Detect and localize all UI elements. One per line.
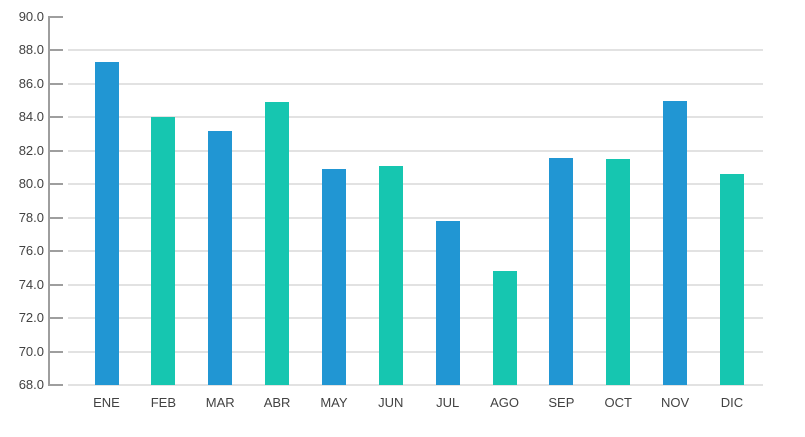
bar-nov <box>663 100 688 385</box>
x-axis-label: ENE <box>93 395 120 410</box>
y-axis-tick <box>48 384 63 386</box>
x-axis-label: SEP <box>548 395 575 410</box>
y-axis-label: 70.0 <box>18 343 44 359</box>
y-axis-tick <box>48 49 63 52</box>
y-axis-line <box>48 16 50 386</box>
y-axis-tick <box>48 16 63 18</box>
y-axis-label: 68.0 <box>18 377 44 392</box>
gridline <box>68 250 763 253</box>
bar-jul <box>435 221 460 385</box>
bar-oct <box>606 159 631 385</box>
x-axis-label: JUL <box>436 395 460 410</box>
x-axis-label: FEB <box>150 395 176 410</box>
bar-ago <box>492 271 517 385</box>
y-axis-tick <box>48 350 63 353</box>
x-axis-label: ABR <box>263 395 291 410</box>
y-axis-tick <box>48 216 63 219</box>
gridline <box>68 49 763 52</box>
gridline <box>68 149 763 152</box>
y-axis-label: 84.0 <box>18 109 44 125</box>
y-axis-tick <box>48 283 63 286</box>
y-axis-tick <box>48 317 63 320</box>
gridline <box>68 350 763 353</box>
y-axis-label: 80.0 <box>18 176 44 192</box>
y-axis-label: 74.0 <box>18 276 44 292</box>
bar-dic <box>719 174 744 385</box>
gridline <box>68 384 763 386</box>
x-axis-label: MAR <box>205 395 235 410</box>
y-axis-label: 76.0 <box>18 243 44 259</box>
x-axis-label: DIC <box>720 395 744 410</box>
y-axis-tick <box>48 82 63 85</box>
y-axis-label: 86.0 <box>18 75 44 91</box>
bar-feb <box>151 117 176 385</box>
x-axis-label: MAY <box>320 395 348 410</box>
bar-abr <box>265 102 290 385</box>
x-axis-label: AGO <box>490 395 519 410</box>
x-axis-label: JUN <box>378 395 404 410</box>
gridline <box>68 82 763 85</box>
gridline <box>68 283 763 286</box>
y-axis-label: 72.0 <box>18 310 44 326</box>
y-axis-label: 82.0 <box>18 142 44 158</box>
gridline <box>68 116 763 119</box>
gridline <box>68 317 763 320</box>
y-axis-label: 88.0 <box>18 42 44 58</box>
x-axis-label: NOV <box>661 395 690 410</box>
bar-jun <box>378 165 403 385</box>
bar-may <box>321 169 346 385</box>
bar-mar <box>208 130 233 385</box>
y-axis-tick <box>48 183 63 186</box>
y-axis-tick <box>48 116 63 119</box>
y-axis-tick <box>48 149 63 152</box>
gridline <box>68 183 763 186</box>
y-axis-tick <box>48 250 63 253</box>
y-axis-label: 78.0 <box>18 209 44 225</box>
x-axis-label: OCT <box>604 395 632 410</box>
gridline <box>68 216 763 219</box>
bar-sep <box>549 157 574 385</box>
bar-ene <box>94 62 119 385</box>
y-axis-label: 90.0 <box>18 9 44 24</box>
